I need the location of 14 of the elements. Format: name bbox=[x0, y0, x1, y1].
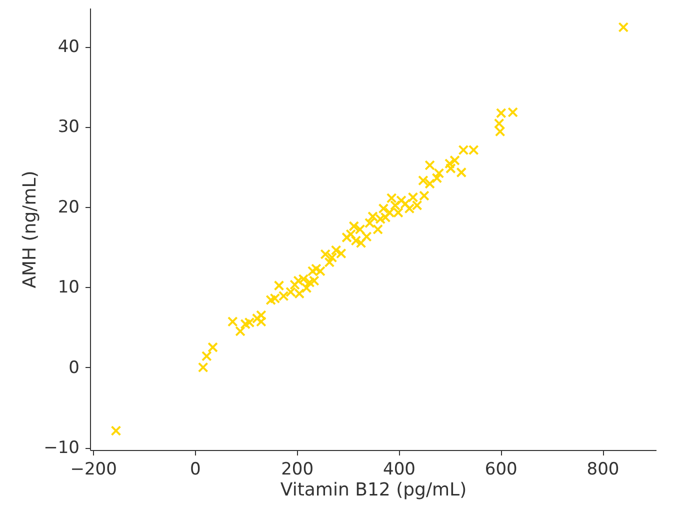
y-tick-label: 0 bbox=[68, 358, 80, 378]
x-tick-label: 400 bbox=[383, 460, 416, 480]
x-tick-label: 800 bbox=[586, 460, 620, 480]
x-tick-label: 200 bbox=[281, 460, 314, 480]
y-tick-label: 20 bbox=[58, 197, 80, 218]
x-tick-label: 0 bbox=[190, 460, 201, 480]
x-tick-label: −200 bbox=[70, 460, 117, 480]
y-axis-title: AMH (ng/mL) bbox=[20, 170, 41, 288]
y-tick-label: 40 bbox=[58, 37, 80, 58]
x-tick-label: 600 bbox=[484, 460, 518, 480]
y-tick-label: 10 bbox=[58, 278, 80, 298]
x-axis-title: Vitamin B12 (pg/mL) bbox=[280, 480, 467, 500]
y-tick-label: 30 bbox=[58, 117, 80, 138]
y-tick-label: −10 bbox=[44, 438, 80, 458]
